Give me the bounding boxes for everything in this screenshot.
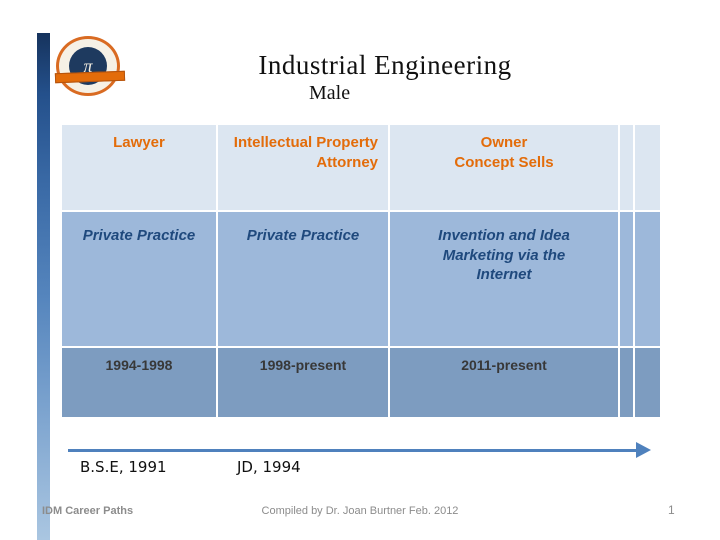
- table-cell-empty: [620, 348, 635, 417]
- timeline-arrow-head-icon: [636, 442, 651, 458]
- table-header-lawyer: Lawyer: [62, 125, 218, 212]
- seal-monogram: π: [83, 56, 93, 76]
- table-cell-empty: [635, 212, 660, 348]
- seal-ribbon: [54, 70, 126, 84]
- table-cell-empty: [635, 348, 660, 417]
- table-date-range-1: 1994-1998: [62, 348, 218, 417]
- table-role-invention-marketing: Invention and Idea Marketing via the Int…: [390, 212, 620, 348]
- timeline-label-jd: JD, 1994: [237, 458, 301, 476]
- university-seal-logo: π: [54, 36, 126, 96]
- table-role-private-practice-2: Private Practice: [218, 212, 390, 348]
- table-header-ip-attorney: Intellectual Property Attorney: [218, 125, 390, 212]
- table-date-range-2: 1998-present: [218, 348, 390, 417]
- slide-subtitle: Male: [309, 82, 351, 104]
- table-cell-empty: [635, 125, 660, 212]
- table-date-range-3: 2011-present: [390, 348, 620, 417]
- table-role-private-practice-1: Private Practice: [62, 212, 218, 348]
- footer-title: IDM Career Paths: [42, 505, 134, 517]
- slide-title: Industrial Engineering: [258, 50, 512, 80]
- timeline-arrow-line: [68, 449, 638, 452]
- footer-credit: Compiled by Dr. Joan Burtner Feb. 2012: [261, 505, 459, 517]
- timeline-label-bse: B.S.E, 1991: [80, 458, 167, 476]
- decorative-side-stripe: [37, 33, 50, 540]
- table-header-owner: Owner Concept Sells: [390, 125, 620, 212]
- table-cell-empty: [620, 125, 635, 212]
- career-table: Lawyer Intellectual Property Attorney Ow…: [62, 125, 660, 417]
- table-cell-empty: [620, 212, 635, 348]
- page-number: 1: [668, 503, 675, 517]
